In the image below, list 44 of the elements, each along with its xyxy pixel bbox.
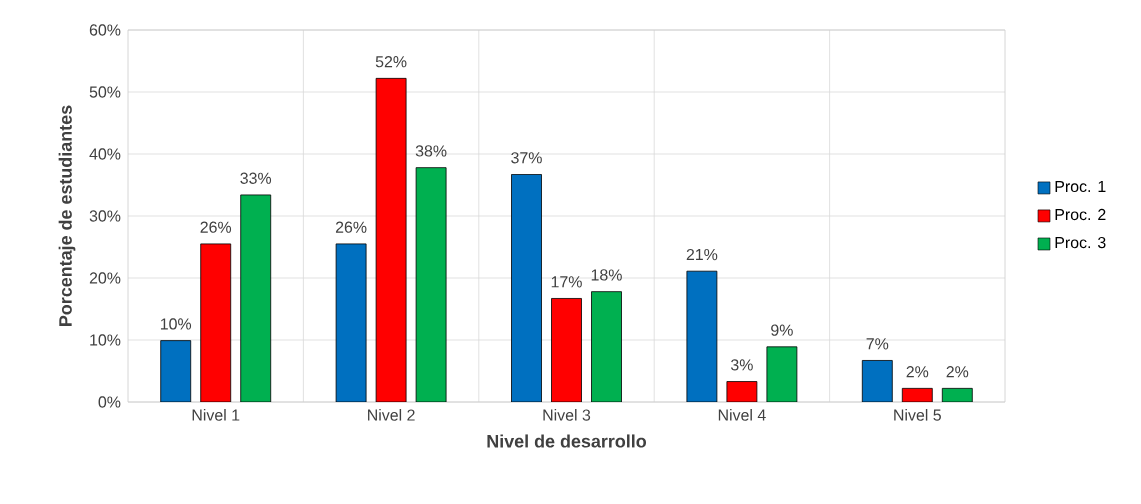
y-axis-title: Porcentaje de estudiantes — [58, 105, 76, 326]
data-label: 26% — [200, 221, 232, 233]
bar — [240, 194, 272, 402]
bar — [861, 360, 893, 402]
data-label: 26% — [335, 221, 367, 233]
bar — [375, 77, 407, 402]
y-tick-label: 10% — [90, 334, 121, 346]
data-label: 21% — [686, 248, 718, 261]
x-axis-title: Nivel de desarrollo — [487, 434, 647, 448]
y-tick-label: 0% — [98, 396, 121, 408]
bar — [200, 243, 232, 402]
x-tick-label: Nivel 4 — [718, 409, 766, 421]
bar — [766, 346, 798, 402]
bar — [551, 298, 582, 402]
y-tick-label: 20% — [89, 272, 121, 284]
x-tick-label: Nivel 1 — [192, 409, 240, 421]
data-label: 52% — [375, 56, 407, 68]
bar — [511, 174, 542, 402]
data-label: 33% — [240, 172, 272, 184]
data-label: 18% — [591, 269, 622, 281]
data-label: 37% — [511, 152, 542, 164]
data-label: 17% — [551, 276, 582, 288]
data-label: 7% — [866, 338, 889, 350]
y-tick-label: 30% — [89, 210, 121, 222]
data-label: 3% — [730, 359, 753, 371]
legend-label: Proc. 3 — [1055, 236, 1106, 249]
y-tick-label: 50% — [89, 86, 121, 98]
y-tick-label: 40% — [89, 148, 121, 160]
legend-label: Proc. 2 — [1055, 208, 1106, 221]
data-label: 38% — [415, 145, 447, 157]
bar — [591, 291, 622, 402]
bar — [335, 243, 367, 402]
data-label: 2% — [906, 366, 929, 378]
data-label: 9% — [771, 324, 793, 336]
y-tick-label: 60% — [89, 24, 121, 36]
bar — [415, 167, 447, 402]
data-label: 2% — [946, 366, 969, 378]
bar — [686, 270, 718, 402]
x-tick-label: Nivel 3 — [543, 409, 591, 421]
x-tick-label: Nivel 2 — [368, 409, 415, 421]
data-label: 10% — [160, 318, 192, 330]
bar — [160, 340, 192, 402]
legend-label: Proc. 1 — [1055, 180, 1106, 193]
x-tick-label: Nivel 5 — [894, 409, 941, 421]
